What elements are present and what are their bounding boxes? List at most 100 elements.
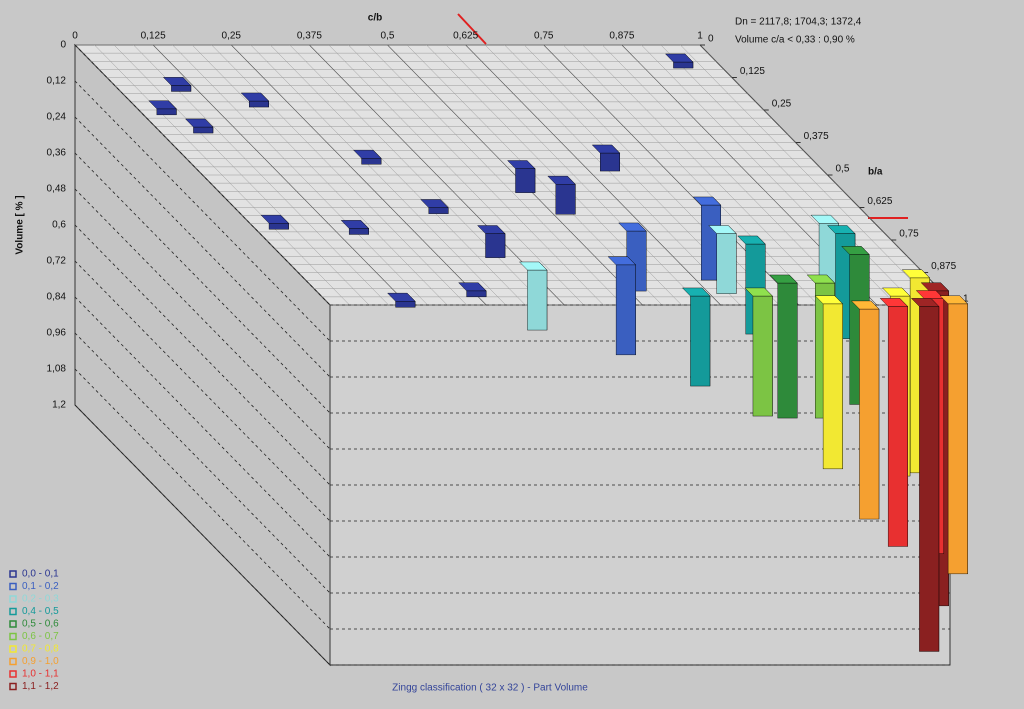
legend-label: 0,0 - 0,1 bbox=[22, 569, 59, 580]
bar-front bbox=[822, 303, 843, 470]
y-tick-label: 1 bbox=[963, 294, 969, 305]
bar-top bbox=[185, 118, 214, 128]
grid-line bbox=[74, 224, 331, 486]
bar-top bbox=[519, 261, 548, 271]
bar-top bbox=[920, 282, 950, 292]
bar-front bbox=[716, 233, 737, 294]
cell-grid bbox=[602, 44, 858, 306]
bar-front bbox=[171, 85, 192, 92]
bar-top bbox=[810, 214, 840, 224]
grid-line bbox=[74, 44, 331, 306]
x-axis-label: c/b bbox=[368, 13, 382, 24]
y-tick-label: 0,875 bbox=[931, 261, 956, 272]
grid-line bbox=[74, 368, 331, 630]
bar-top bbox=[814, 295, 844, 305]
bar-front bbox=[395, 301, 416, 308]
y-tick-label: 0,625 bbox=[867, 196, 892, 207]
bar-front bbox=[690, 295, 711, 387]
bar-top bbox=[387, 292, 416, 302]
bar-top bbox=[665, 53, 694, 63]
z-tick-label: 1,2 bbox=[52, 400, 66, 411]
bar-top bbox=[882, 287, 911, 297]
z-tick-label: 0,6 bbox=[52, 220, 66, 231]
legend-label: 0,7 - 0,8 bbox=[22, 644, 59, 655]
bar-front bbox=[887, 306, 908, 547]
x-tick-label: 0,5 bbox=[381, 31, 395, 42]
bar-front bbox=[777, 282, 798, 419]
bar-front bbox=[673, 61, 694, 69]
legend-swatch bbox=[9, 595, 17, 603]
bar-top bbox=[607, 256, 637, 266]
legend-label: 0,6 - 0,7 bbox=[22, 631, 59, 642]
bar-front bbox=[193, 126, 214, 134]
bar-top bbox=[618, 222, 647, 232]
bar-front bbox=[249, 100, 269, 108]
z-tick-label: 0,12 bbox=[47, 76, 67, 87]
z-tick-label: 0,72 bbox=[47, 256, 67, 267]
bar-top bbox=[827, 225, 856, 234]
z-tick-label: 1,08 bbox=[47, 364, 67, 375]
bar-front bbox=[361, 158, 382, 165]
bar-front bbox=[515, 168, 536, 193]
bar-top bbox=[458, 282, 487, 292]
grid-line bbox=[74, 296, 331, 558]
bar-top bbox=[260, 214, 290, 224]
cell-grid bbox=[524, 44, 780, 306]
bar-top bbox=[240, 92, 270, 102]
grid-line bbox=[74, 260, 331, 522]
bar-top bbox=[591, 144, 621, 154]
marker-line bbox=[457, 13, 487, 45]
bar-top bbox=[901, 269, 931, 279]
cell-grid bbox=[660, 44, 917, 306]
x-tick-label: 0,875 bbox=[609, 31, 634, 42]
grid-line bbox=[152, 44, 409, 306]
grid-line bbox=[387, 44, 643, 306]
legend-swatch bbox=[9, 670, 17, 678]
x-tick-label: 0,75 bbox=[534, 31, 554, 42]
x-tick-label: 1 bbox=[697, 31, 703, 42]
grid-line bbox=[74, 332, 331, 594]
bar-top bbox=[841, 246, 870, 255]
cell-grid bbox=[484, 44, 741, 306]
legend-label: 0,5 - 0,6 bbox=[22, 619, 59, 630]
bar-front bbox=[527, 269, 548, 331]
bar-top bbox=[708, 225, 737, 234]
bar-top bbox=[420, 199, 449, 208]
bar-top bbox=[162, 77, 192, 86]
y-axis-label: b/a bbox=[868, 167, 883, 178]
legend-label: 0,1 - 0,2 bbox=[22, 581, 59, 592]
bar-top bbox=[340, 220, 370, 229]
grid-line bbox=[74, 116, 331, 378]
bar-front bbox=[600, 152, 620, 172]
x-tick-label: 0,375 bbox=[297, 31, 322, 42]
z-tick-label: 0,84 bbox=[47, 292, 67, 303]
bar-top bbox=[682, 287, 711, 297]
legend-label: 0,4 - 0,5 bbox=[22, 606, 59, 617]
bar-top bbox=[353, 149, 382, 159]
z-tick-label: 0,48 bbox=[47, 184, 67, 195]
x-tick-label: 0,625 bbox=[453, 31, 478, 42]
annotation: Dn = 2117,8; 1704,3; 1372,4 bbox=[735, 17, 862, 28]
legend-label: 1,0 - 1,1 bbox=[22, 669, 59, 680]
bar-front bbox=[485, 233, 506, 258]
z-tick-label: 0,96 bbox=[47, 328, 67, 339]
z-tick-label: 0,36 bbox=[47, 148, 67, 159]
bar-front bbox=[156, 108, 177, 116]
legend-label: 0,9 - 1,0 bbox=[22, 656, 59, 667]
bar-top bbox=[910, 298, 940, 307]
z-tick-label: 0,24 bbox=[47, 112, 67, 123]
y-tick-label: 0,75 bbox=[899, 229, 919, 240]
legend-swatch bbox=[9, 632, 17, 641]
legend-swatch bbox=[9, 620, 17, 628]
legend-swatch bbox=[9, 645, 17, 653]
y-tick-label: 0 bbox=[708, 34, 714, 45]
y-tick-label: 0,375 bbox=[804, 131, 829, 142]
bar-top bbox=[692, 196, 722, 206]
grid-line bbox=[74, 152, 331, 414]
cell-grid bbox=[445, 44, 702, 306]
x-tick-label: 0,25 bbox=[222, 31, 242, 42]
bar-front bbox=[947, 303, 968, 575]
legend-label: 1,1 - 1,2 bbox=[22, 681, 59, 692]
grid-line bbox=[309, 44, 565, 306]
